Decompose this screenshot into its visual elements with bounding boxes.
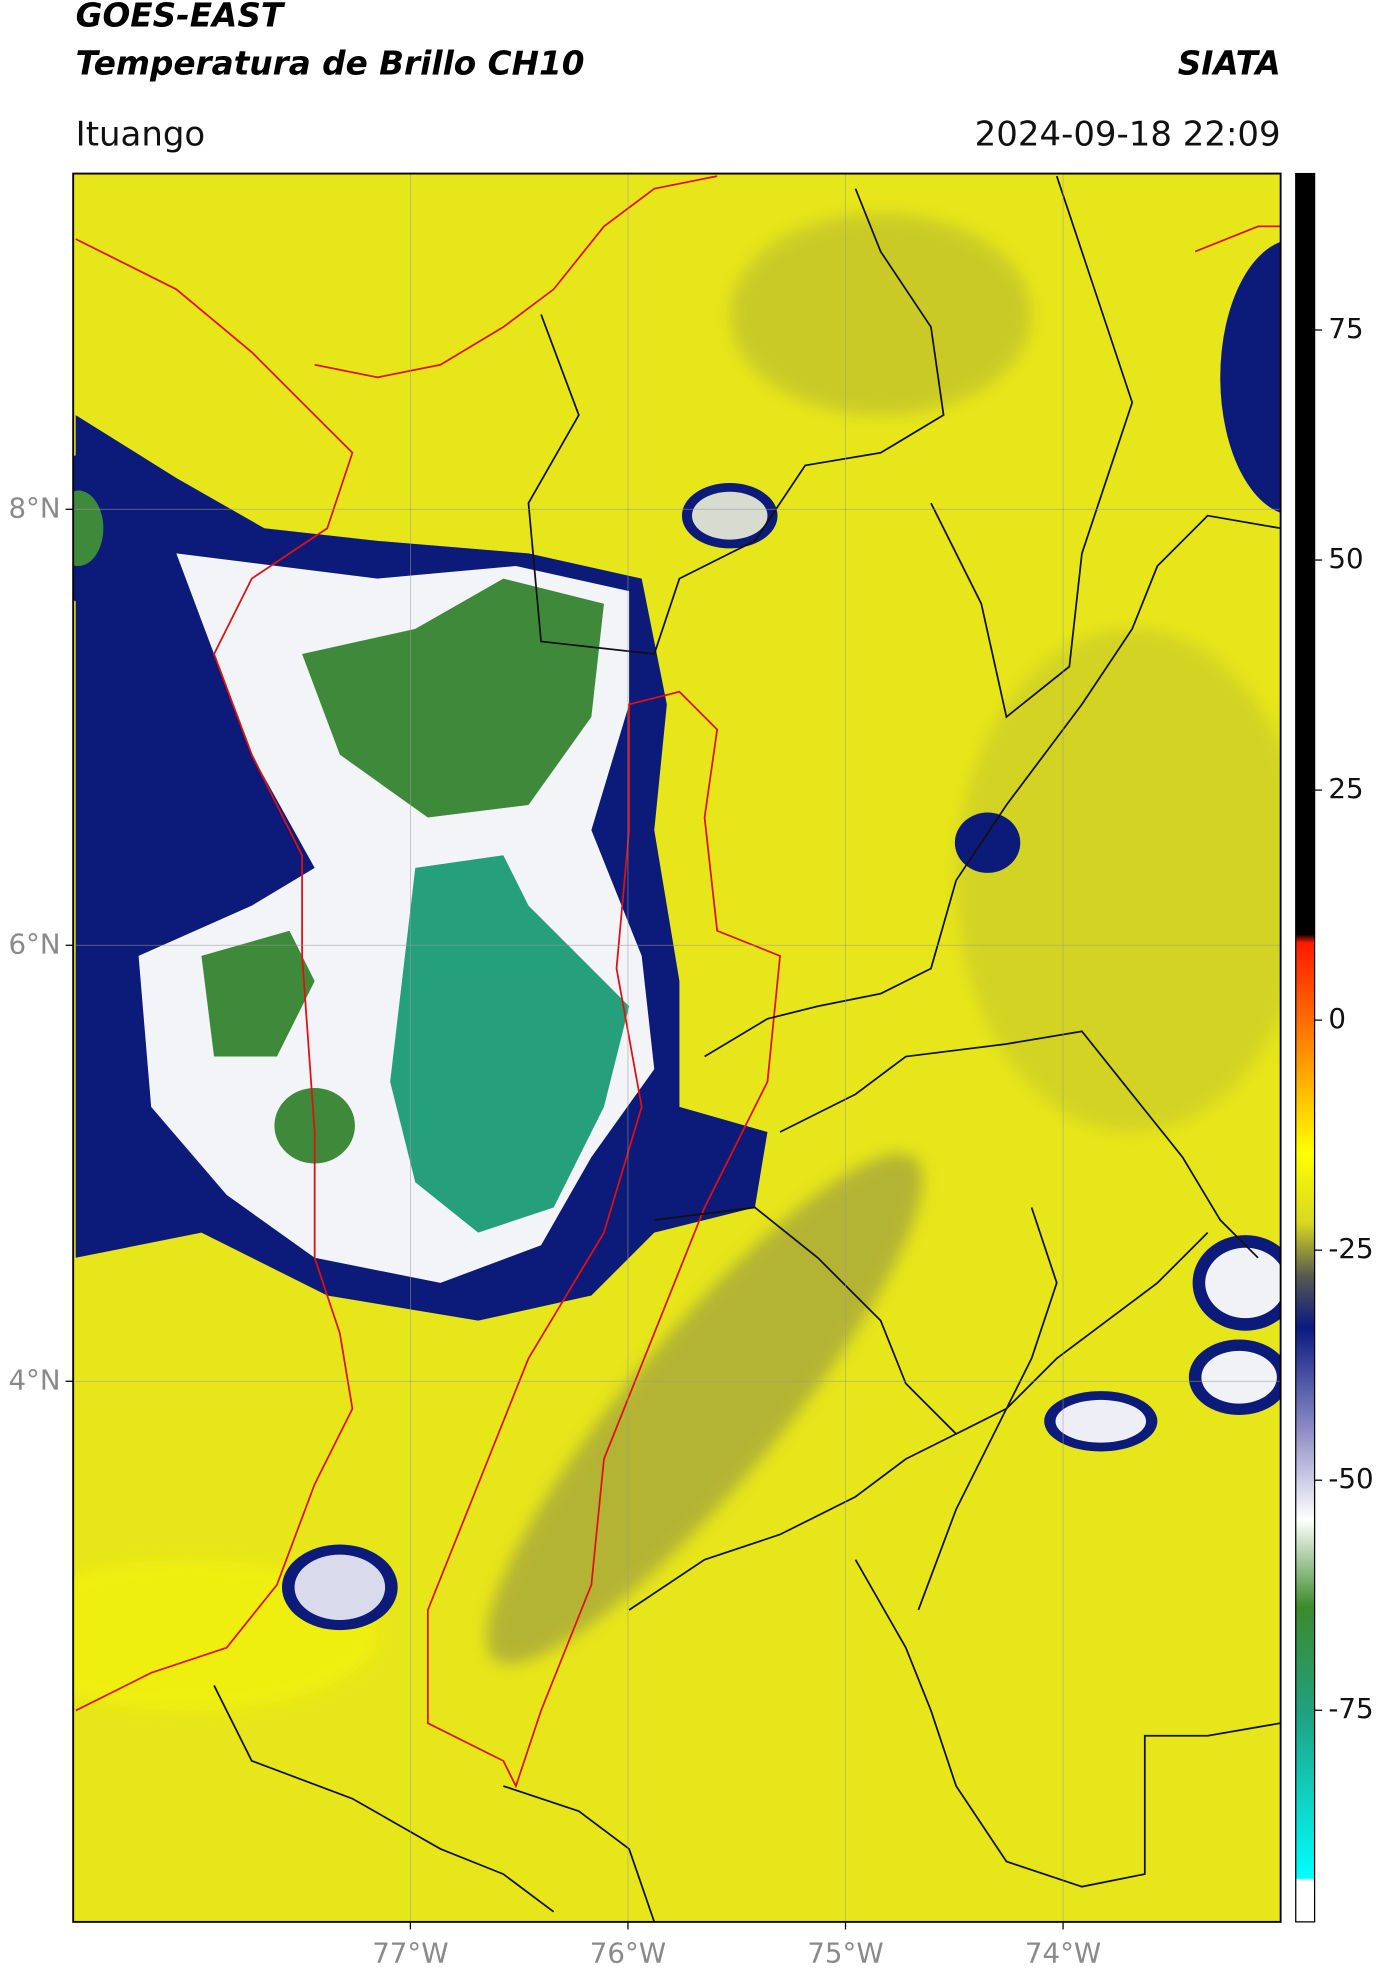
colorbar-tick-label: -75 bbox=[1328, 1692, 1373, 1725]
datetime: 2024-09-18 22:09 bbox=[975, 114, 1281, 154]
colorbar-tick-label: 0 bbox=[1328, 1002, 1346, 1035]
y-tick-label: 8°N bbox=[8, 491, 60, 524]
y-tick-label: 6°N bbox=[8, 927, 60, 960]
x-tick-label: 75°W bbox=[807, 1937, 883, 1970]
x-tick-label: 76°W bbox=[590, 1937, 666, 1970]
colorbar-tick-label: 75 bbox=[1328, 312, 1363, 345]
subtitle: Temperatura de Brillo CH10 bbox=[76, 44, 585, 82]
colorbar-tick-label: -50 bbox=[1328, 1462, 1373, 1495]
graticule bbox=[73, 173, 1281, 1922]
institution: SIATA bbox=[1178, 44, 1281, 82]
location: Ituango bbox=[76, 114, 206, 154]
title: GOES-EAST bbox=[76, 0, 286, 35]
colorbar-tick-label: -25 bbox=[1328, 1232, 1373, 1265]
colorbar bbox=[1295, 172, 1316, 1923]
x-tick-label: 77°W bbox=[372, 1937, 448, 1970]
map-field bbox=[73, 173, 1281, 1922]
x-tick-label: 74°W bbox=[1025, 1937, 1101, 1970]
map-frame bbox=[72, 172, 1282, 1923]
colorbar-tick-label: 50 bbox=[1328, 542, 1363, 575]
colorbar-tick-label: 25 bbox=[1328, 772, 1363, 805]
y-tick-label: 4°N bbox=[8, 1363, 60, 1396]
